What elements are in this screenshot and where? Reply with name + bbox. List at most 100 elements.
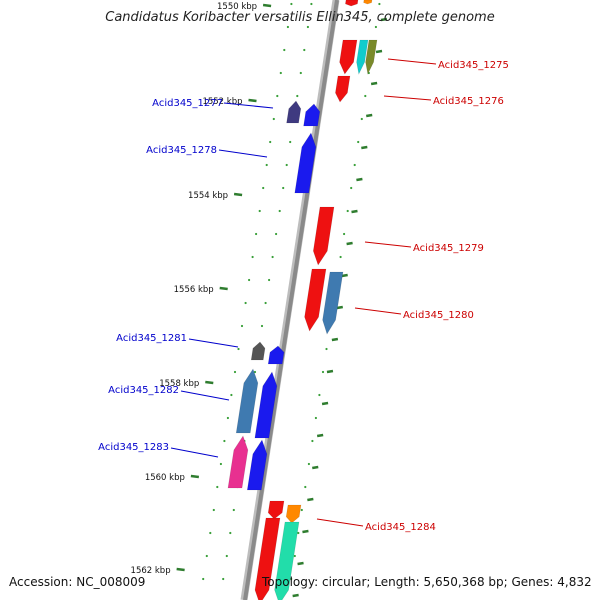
guide-dot — [232, 508, 235, 512]
guide-dot — [353, 163, 356, 167]
kbp-tick-mark — [205, 380, 214, 385]
guide-dot — [325, 347, 328, 351]
guide-dot — [272, 117, 275, 121]
scale-tick — [297, 561, 304, 566]
scale-tick — [356, 177, 363, 182]
guide-dot — [310, 2, 313, 6]
scale-tick — [326, 369, 334, 374]
gene-1275a — [339, 39, 358, 75]
gene-1280a — [304, 268, 327, 332]
scale-tick — [312, 465, 319, 470]
guide-dot — [290, 577, 293, 581]
gene-leader-line — [180, 390, 230, 401]
guide-dot — [276, 94, 279, 98]
guide-dot — [223, 439, 226, 443]
guide-dot — [260, 324, 264, 328]
gene-1284b — [285, 504, 302, 524]
gene-label: Acid345_1280 — [403, 310, 474, 321]
guide-dot — [350, 186, 353, 190]
gene-1277a — [286, 100, 302, 124]
kbp-tick-label: 1562 kbp — [131, 566, 171, 576]
guide-dot — [226, 416, 229, 420]
guide-dot — [279, 71, 282, 75]
scale-tick — [380, 17, 388, 22]
guide-dot — [205, 554, 208, 558]
kbp-tick-mark — [190, 474, 200, 479]
gene-leader-line — [387, 58, 437, 65]
guide-dot — [253, 370, 257, 374]
gene-top-a — [345, 0, 359, 7]
gene-1275b — [356, 39, 369, 75]
scale-tick — [302, 529, 309, 534]
guide-dot — [251, 255, 254, 259]
scale-tick — [370, 81, 378, 86]
gene-label: Acid345_1284 — [365, 522, 436, 533]
guide-dot — [258, 209, 261, 213]
kbp-tick-mark — [248, 98, 257, 103]
gene-1275c — [365, 39, 378, 75]
guide-dot — [225, 554, 228, 558]
gene-1276 — [335, 75, 351, 103]
gene-leader-line — [218, 149, 268, 158]
guide-dot — [240, 324, 244, 328]
gene-top-b — [363, 0, 373, 5]
scale-tick — [341, 273, 348, 278]
gene-label: Acid345_1277 — [152, 98, 223, 109]
guide-dot — [321, 370, 325, 374]
guide-dot — [311, 439, 314, 443]
gene-leader-line — [170, 447, 219, 458]
gene-1284c — [254, 517, 281, 600]
scale-tick — [346, 241, 353, 246]
accession-text: Accession: NC_008009 — [9, 575, 146, 589]
scale-tick — [351, 209, 358, 214]
guide-dot — [357, 140, 360, 144]
guide-dot — [303, 48, 306, 52]
guide-dot — [209, 531, 212, 535]
gene-1284d — [274, 521, 300, 600]
scale-tick — [307, 497, 314, 502]
scale-tick — [361, 145, 368, 150]
guide-dot — [244, 301, 247, 305]
guide-dot — [264, 301, 267, 305]
guide-dot — [289, 140, 292, 144]
guide-dot — [346, 209, 349, 213]
gene-leader-line — [383, 95, 432, 101]
gene-leader-line — [316, 518, 364, 527]
guide-dot — [306, 25, 309, 29]
gene-1279 — [312, 206, 335, 266]
gene-1280b — [322, 271, 344, 335]
guide-dot — [300, 508, 303, 512]
scale-tick — [331, 337, 339, 342]
guide-dot — [293, 554, 296, 558]
kbp-tick-mark — [262, 3, 272, 8]
gene-label: Acid345_1279 — [413, 243, 484, 254]
gene-label: Acid345_1278 — [146, 145, 217, 156]
kbp-tick-mark — [176, 567, 185, 572]
gene-1281b — [267, 345, 285, 365]
guide-dot — [262, 186, 265, 190]
gene-1277b — [303, 103, 321, 127]
guide-dot — [283, 48, 286, 52]
gene-leader-line — [188, 338, 239, 348]
guide-dot — [360, 117, 363, 121]
guide-dot — [314, 416, 317, 420]
scale-tick — [321, 401, 329, 406]
guide-dot — [297, 531, 300, 535]
gene-leader-line — [354, 307, 402, 315]
gene-label: Acid345_1282 — [108, 385, 179, 396]
scale-tick — [292, 593, 299, 598]
gene-1283a — [227, 435, 249, 489]
gene-label: Acid345_1275 — [438, 60, 509, 71]
kbp-tick-label: 1558 kbp — [159, 379, 199, 389]
guide-dot — [339, 255, 342, 259]
guide-dot — [271, 255, 274, 259]
guide-dot — [278, 209, 281, 213]
gene-1278 — [294, 132, 317, 194]
gene-1281a — [250, 341, 266, 361]
genome-title: Candidatus Koribacter versatilis Ellin34… — [105, 10, 495, 25]
guide-dot — [378, 2, 381, 6]
guide-dot — [202, 577, 205, 581]
kbp-tick-label: 1550 kbp — [217, 2, 257, 12]
scale-tick — [336, 305, 343, 310]
